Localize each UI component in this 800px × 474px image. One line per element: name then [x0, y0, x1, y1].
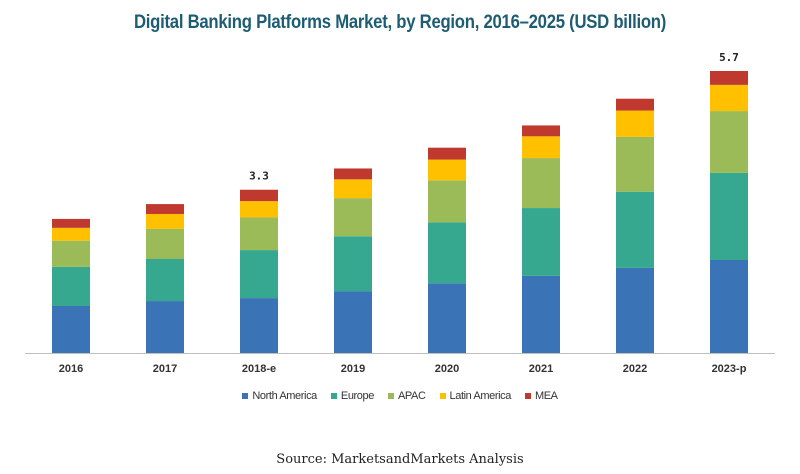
bar-segment-europe	[334, 236, 372, 292]
bar-segment-mea	[710, 71, 748, 85]
legend-label: APAC	[397, 390, 426, 402]
bar-segment-europe	[52, 266, 90, 306]
legend-swatch	[330, 393, 337, 399]
bar-segment-latin-america	[52, 227, 90, 241]
legend-label: Latin America	[449, 390, 512, 402]
legend-item: North America	[242, 390, 317, 402]
bar-segment-europe	[522, 208, 560, 276]
bar-segment-mea	[52, 218, 90, 228]
bar-segment-mea	[334, 168, 372, 180]
x-tick-label: 2016	[59, 363, 83, 375]
chart-title: Digital Banking Platforms Market, by Reg…	[133, 12, 667, 33]
bar-segment-europe	[146, 259, 184, 302]
bar-segment-apac	[522, 158, 560, 209]
bar-segment-europe	[710, 172, 748, 260]
x-tick-label: 2023-p	[712, 363, 747, 375]
bar-segment-europe	[616, 191, 654, 268]
bar-segment-latin-america	[616, 110, 654, 137]
bar-segment-europe	[240, 250, 278, 299]
x-tick-label: 2018-e	[242, 363, 276, 375]
legend-label: Europe	[340, 390, 374, 402]
legend-item: Latin America	[439, 390, 512, 402]
legend-item: Europe	[330, 390, 374, 402]
bar-segment-north-america	[240, 298, 278, 353]
bar-segment-apac	[710, 111, 748, 173]
bar-segment-latin-america	[146, 213, 184, 229]
bar-segment-mea	[616, 98, 654, 111]
bar-segment-apac	[52, 240, 90, 267]
legend-label: MEA	[534, 390, 558, 402]
bar-segment-north-america	[334, 291, 372, 353]
bar-segment-north-america	[616, 267, 654, 353]
legend-swatch	[439, 393, 446, 399]
bar-segment-apac	[240, 217, 278, 251]
legend: North America Europe APAC Latin America MEA	[0, 390, 800, 402]
legend-item: APAC	[387, 390, 426, 402]
legend-swatch	[387, 393, 394, 399]
bar-segment-north-america	[710, 259, 748, 353]
data-label: 3.3	[249, 170, 269, 183]
x-tick-label: 2019	[341, 363, 365, 375]
bar-segment-apac	[146, 228, 184, 259]
bar-segment-apac	[334, 198, 372, 237]
legend-swatch	[242, 393, 249, 399]
x-tick-label: 2022	[623, 363, 647, 375]
bar-segment-mea	[428, 147, 466, 160]
legend-item: MEA	[524, 390, 558, 402]
bar-segment-latin-america	[428, 159, 466, 181]
x-tick-label: 2020	[435, 363, 459, 375]
bar-segment-north-america	[522, 275, 560, 353]
x-tick-label: 2021	[529, 363, 553, 375]
bar-segment-apac	[616, 136, 654, 192]
bar-segment-mea	[240, 189, 278, 202]
bar-segment-north-america	[146, 301, 184, 353]
x-tick-label: 2017	[153, 363, 177, 375]
legend-label: North America	[252, 390, 317, 402]
source-note: Source: MarketsandMarkets Analysis	[276, 452, 524, 467]
bar-segment-latin-america	[334, 179, 372, 199]
bar-segment-europe	[428, 222, 466, 284]
bar-segment-latin-america	[240, 201, 278, 218]
bar-segment-mea	[522, 125, 560, 137]
bar-segment-latin-america	[522, 136, 560, 159]
bar-segment-mea	[146, 204, 184, 214]
bar-segment-latin-america	[710, 84, 748, 112]
bar-segment-north-america	[428, 283, 466, 353]
bar-segment-north-america	[52, 306, 90, 353]
legend-swatch	[524, 393, 531, 399]
data-label: 5.7	[719, 51, 739, 64]
bar-segment-apac	[428, 180, 466, 223]
